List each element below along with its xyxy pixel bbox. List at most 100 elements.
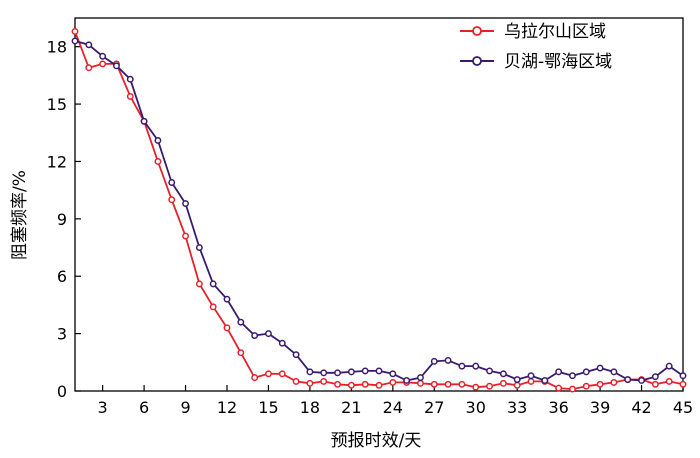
data-point <box>444 380 452 388</box>
legend-item-2: 贝湖-鄂海区域 <box>460 52 612 72</box>
data-point <box>596 364 604 372</box>
x-tick-label: 27 <box>424 398 444 417</box>
data-point <box>195 244 203 251</box>
data-point <box>71 27 79 35</box>
data-point <box>582 368 590 376</box>
data-point <box>251 332 259 339</box>
data-point <box>555 368 563 376</box>
y-tick-label: 9 <box>57 210 67 229</box>
data-point <box>113 62 120 70</box>
data-point <box>237 318 245 326</box>
series-line <box>74 31 684 391</box>
data-point <box>610 368 618 376</box>
data-point <box>320 377 328 385</box>
data-point <box>527 372 535 380</box>
data-point <box>292 377 300 385</box>
data-point <box>168 179 176 186</box>
x-tick-label: 3 <box>98 398 108 417</box>
data-point <box>569 385 576 393</box>
data-point <box>209 303 217 311</box>
data-point <box>361 367 369 375</box>
data-point <box>278 339 286 347</box>
data-point <box>99 52 107 60</box>
data-point <box>306 379 314 387</box>
data-point <box>582 382 590 390</box>
data-point <box>209 280 217 288</box>
x-tick-label: 21 <box>341 398 361 417</box>
data-point <box>237 349 245 357</box>
legend-label: 贝湖-鄂海区域 <box>504 52 612 72</box>
data-point <box>223 324 231 332</box>
data-point <box>499 370 507 378</box>
data-point <box>499 379 507 387</box>
data-point <box>375 381 383 389</box>
y-tick-label: 6 <box>57 267 67 286</box>
data-point <box>458 380 466 388</box>
data-point <box>430 380 438 388</box>
x-tick-label: 18 <box>300 398 320 417</box>
series-1 <box>71 27 687 393</box>
data-point <box>513 381 521 389</box>
data-point <box>154 136 162 144</box>
y-tick-label: 12 <box>47 152 67 171</box>
data-point <box>513 376 521 383</box>
data-point <box>334 380 341 388</box>
x-tick-label: 24 <box>383 398 403 417</box>
data-point <box>638 377 645 384</box>
data-point <box>417 374 424 382</box>
legend-label: 乌拉尔山区域 <box>504 22 606 42</box>
legend-marker <box>472 56 482 66</box>
y-tick-label: 15 <box>47 95 67 114</box>
data-point <box>375 367 383 375</box>
y-axis-title: 阻塞频率/% <box>10 170 30 260</box>
data-point <box>195 280 203 288</box>
data-point <box>417 379 424 387</box>
data-point <box>569 372 576 380</box>
data-point <box>403 377 411 384</box>
data-point <box>610 378 618 386</box>
data-point <box>85 41 93 49</box>
x-tick-label: 12 <box>217 398 237 417</box>
data-point <box>430 357 438 365</box>
x-tick-label: 9 <box>180 398 190 417</box>
data-point <box>320 369 328 377</box>
data-point <box>389 370 397 378</box>
data-point <box>126 75 134 83</box>
data-point <box>624 376 632 383</box>
data-point <box>265 370 272 378</box>
data-point <box>527 377 535 385</box>
data-point <box>182 200 189 207</box>
data-point <box>140 117 148 125</box>
x-axis-title: 预报时效/天 <box>331 431 422 451</box>
data-point <box>251 374 259 382</box>
data-point <box>665 362 673 370</box>
data-point <box>679 372 687 380</box>
data-point <box>334 369 341 377</box>
data-point <box>265 330 272 338</box>
legend-item-1: 乌拉尔山区域 <box>460 22 606 42</box>
data-point <box>665 377 673 385</box>
x-tick-label: 36 <box>548 398 568 417</box>
plot-frame <box>74 17 684 392</box>
series-2 <box>71 37 687 384</box>
data-point <box>555 384 563 392</box>
data-point <box>389 378 397 386</box>
data-point <box>596 380 604 388</box>
data-point <box>278 370 286 378</box>
data-point <box>182 232 189 240</box>
data-point <box>292 351 300 359</box>
data-point <box>361 380 369 388</box>
x-tick-label: 42 <box>631 398 651 417</box>
data-point <box>651 373 659 381</box>
y-tick-label: 0 <box>57 382 67 401</box>
data-point <box>486 367 493 375</box>
data-point <box>154 158 162 165</box>
data-point <box>444 356 452 364</box>
data-point <box>651 380 659 388</box>
x-tick-label: 30 <box>466 398 486 417</box>
data-point <box>223 295 231 303</box>
data-point <box>458 362 466 370</box>
data-point <box>85 64 93 72</box>
data-point <box>306 368 314 376</box>
